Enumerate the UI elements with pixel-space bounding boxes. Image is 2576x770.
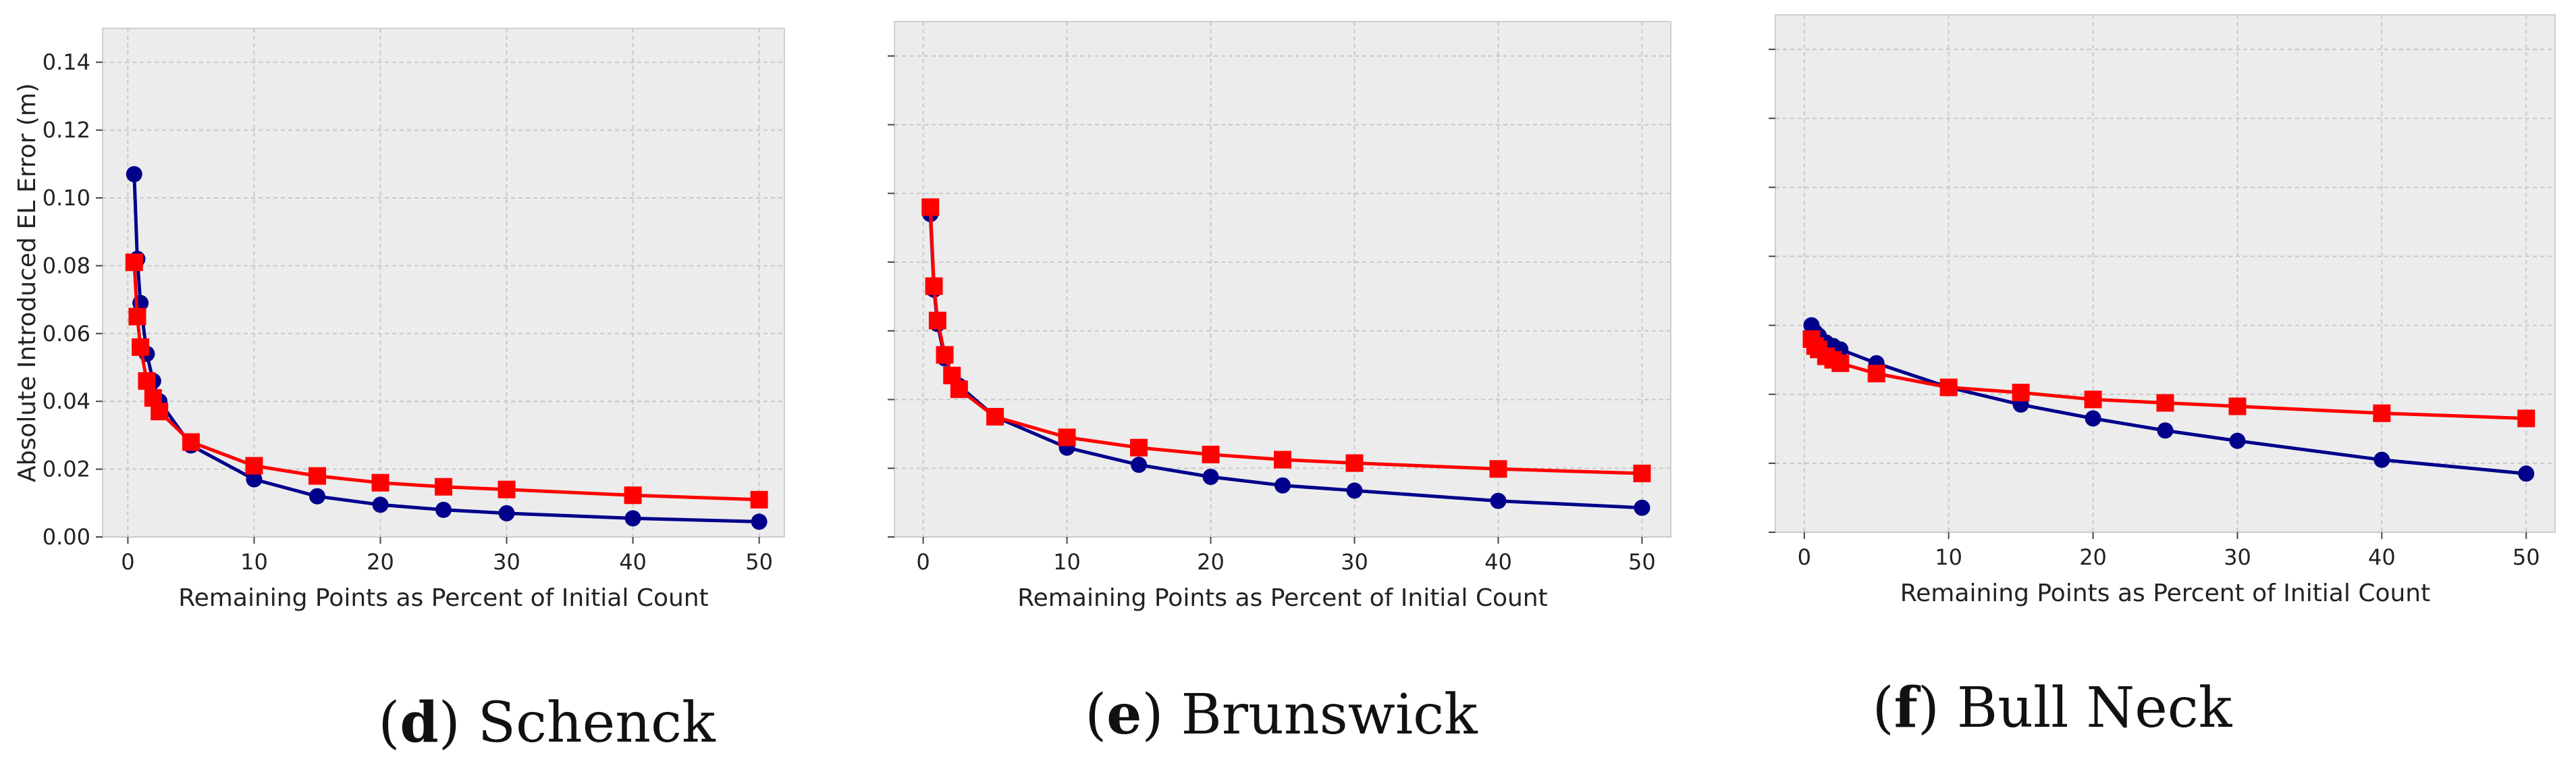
data-point-square [151, 403, 169, 421]
data-point-square [928, 311, 946, 330]
x-tick-label: 50 [745, 549, 773, 575]
plot-area [1775, 14, 2556, 533]
caption-d: (d) Schenck [378, 690, 716, 755]
data-point-square [498, 480, 516, 498]
data-point-circle [2373, 451, 2390, 468]
data-point-square [182, 433, 200, 451]
data-point-square [1202, 445, 1220, 463]
data-point-circle [1274, 477, 1291, 494]
data-point-circle [2229, 432, 2246, 449]
y-axis-label: Absolute Introduced EL Error (m) [14, 83, 41, 482]
x-tick-label: 10 [1935, 544, 1962, 570]
data-point-circle [1131, 457, 1148, 473]
data-point-square [2228, 397, 2247, 415]
y-tick-label: 0.04 [43, 388, 90, 414]
y-tick-label: 0.00 [43, 524, 90, 550]
x-tick-label: 30 [2224, 544, 2251, 570]
data-point-circle [2157, 422, 2174, 439]
data-point-square [921, 198, 940, 216]
data-point-circle [435, 501, 452, 518]
data-point-square [950, 380, 968, 399]
data-point-circle [246, 471, 263, 488]
data-point-square [2012, 384, 2030, 402]
x-axis-label: Remaining Points as Percent of Initial C… [178, 584, 708, 612]
x-tick-label: 0 [1798, 544, 1811, 570]
caption-f: (f) Bull Neck [1872, 675, 2232, 740]
caption-e: (e) Brunswick [1085, 682, 1478, 747]
chart-panel-d: 0 10 20 30 40 50 0.00 0.02 0.04 0.06 0.08 0.10 0.12 0… [14, 28, 785, 612]
data-point-circle [1490, 492, 1507, 509]
data-point-circle [624, 510, 641, 527]
data-point-square [245, 457, 263, 475]
data-point-square [925, 277, 943, 295]
data-point-square [132, 338, 150, 356]
x-tick-label: 20 [1197, 549, 1225, 575]
data-point-square [1274, 451, 1291, 469]
data-point-square [2084, 390, 2102, 409]
data-point-square [936, 346, 954, 364]
data-point-square [1130, 438, 1148, 457]
x-tick-label: 30 [493, 549, 520, 575]
data-point-square [1633, 464, 1651, 482]
data-point-square [1345, 454, 1364, 472]
data-point-circle [372, 496, 389, 513]
x-tick-label: 20 [2079, 544, 2107, 570]
data-point-square [624, 486, 642, 505]
chart-panel-e: 0 10 20 30 40 50 Remaining Points as Percent o… [888, 21, 1671, 612]
data-point-square [750, 490, 768, 509]
x-tick-label: 50 [1628, 549, 1656, 575]
data-point-square [125, 253, 143, 272]
data-point-circle [2085, 410, 2101, 427]
data-point-circle [1634, 499, 1651, 516]
chart-panel-f: 0 10 20 30 40 50 Remaining Points as Percent o… [1769, 14, 2556, 607]
y-tick-label: 0.08 [43, 253, 90, 278]
data-point-square [138, 372, 156, 390]
x-axis-label: Remaining Points as Percent of Initial C… [1017, 584, 1547, 612]
y-tick-label: 0.14 [43, 49, 90, 75]
data-point-square [1867, 365, 1885, 383]
data-point-circle [126, 165, 142, 182]
y-tick-label: 0.10 [43, 185, 90, 211]
data-point-square [1831, 354, 1850, 372]
data-point-square [1939, 378, 1958, 396]
data-point-circle [1346, 482, 1363, 499]
x-tick-label: 40 [1484, 549, 1512, 575]
x-tick-label: 30 [1341, 549, 1368, 575]
data-point-circle [308, 488, 325, 505]
x-tick-label: 10 [240, 549, 268, 575]
x-tick-label: 50 [2513, 544, 2540, 570]
data-point-square [2517, 409, 2535, 428]
data-point-square [308, 467, 326, 485]
data-point-square [2373, 404, 2391, 422]
data-point-circle [498, 505, 515, 521]
y-tick-label: 0.12 [43, 118, 90, 143]
x-tick-label: 40 [619, 549, 647, 575]
data-point-square [2156, 394, 2174, 412]
data-point-square [128, 307, 146, 326]
x-tick-label: 40 [2368, 544, 2396, 570]
data-point-circle [2518, 465, 2535, 482]
x-tick-label: 0 [916, 549, 930, 575]
x-tick-label: 20 [367, 549, 394, 575]
data-point-circle [1202, 468, 1219, 485]
x-tick-label: 10 [1053, 549, 1081, 575]
y-tick-label: 0.02 [43, 457, 90, 482]
data-point-square [1489, 460, 1507, 478]
data-point-square [986, 407, 1004, 426]
data-point-circle [751, 513, 768, 530]
x-axis-label: Remaining Points as Percent of Initial C… [1900, 580, 2430, 607]
x-tick-label: 0 [121, 549, 134, 575]
data-point-square [1058, 428, 1076, 446]
y-tick-label: 0.06 [43, 321, 90, 346]
data-point-square [371, 473, 390, 492]
data-point-square [435, 478, 452, 496]
plot-area [102, 28, 785, 538]
